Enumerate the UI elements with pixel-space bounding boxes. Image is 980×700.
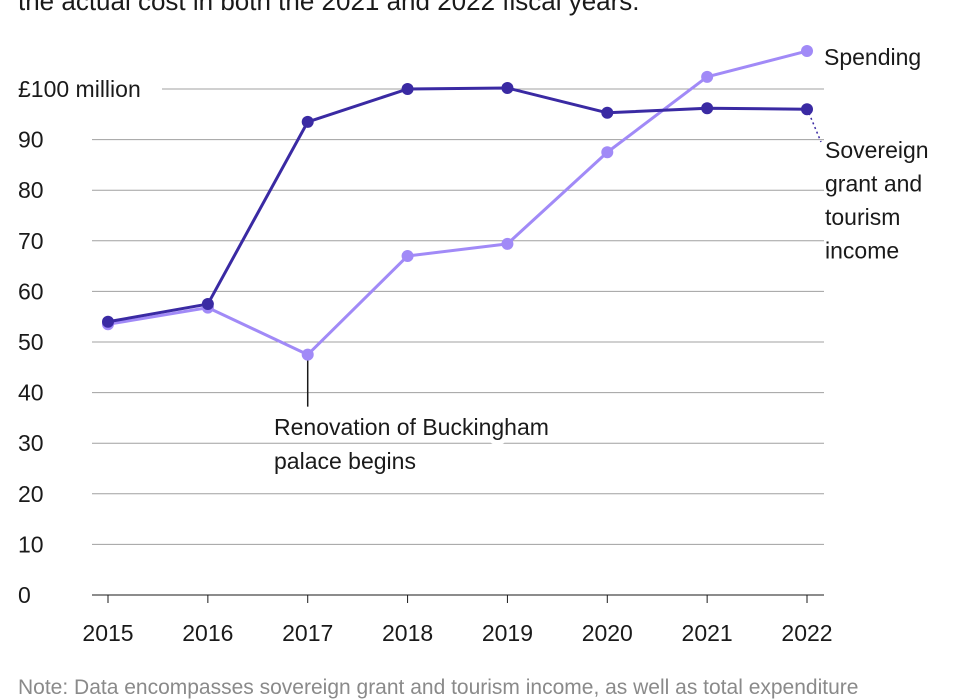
chart-gridlines: 0 10 20 30 40 50 60 70 80 90 £100 million bbox=[18, 76, 824, 608]
chart-x-axis: 2015 2016 2017 2018 2019 2020 2021 2022 bbox=[82, 594, 833, 646]
series-label: tourism bbox=[825, 204, 900, 230]
data-point bbox=[401, 249, 414, 262]
x-tick-label: 2022 bbox=[781, 620, 832, 646]
series-label-leader bbox=[808, 112, 822, 143]
data-point bbox=[801, 103, 813, 116]
x-tick-label: 2019 bbox=[482, 620, 533, 646]
series-label: grant and bbox=[825, 171, 922, 197]
y-tick-label: 0 bbox=[18, 582, 31, 608]
data-point bbox=[201, 298, 214, 311]
data-point bbox=[501, 81, 514, 94]
x-tick-label: 2015 bbox=[82, 620, 133, 646]
chart-series-labels: Spending Sovereign grant and tourism income bbox=[808, 44, 929, 264]
data-point bbox=[701, 102, 714, 115]
y-tick-label: 40 bbox=[18, 380, 44, 406]
data-point bbox=[301, 115, 314, 128]
y-tick-label: 50 bbox=[18, 329, 44, 355]
y-tick-label: 80 bbox=[18, 177, 44, 203]
line-chart: 0 10 20 30 40 50 60 70 80 90 £100 million 2015 2016… bbox=[18, 44, 929, 646]
x-tick-label: 2020 bbox=[582, 620, 633, 646]
annotation-label: Renovation of Buckingham bbox=[274, 414, 549, 440]
y-tick-label: 20 bbox=[18, 481, 44, 507]
data-point bbox=[301, 348, 314, 361]
y-tick-label: 30 bbox=[18, 430, 44, 456]
x-tick-label: 2021 bbox=[682, 620, 733, 646]
y-tick-label: 70 bbox=[18, 228, 44, 254]
series-line bbox=[107, 49, 808, 357]
y-tick-label: 90 bbox=[18, 127, 44, 153]
data-point bbox=[501, 237, 514, 250]
intro-text: the actual cost in both the 2021 and 202… bbox=[18, 0, 640, 16]
series-label: Sovereign bbox=[825, 137, 929, 163]
chart-annotations: Renovation of Buckingham palace begins bbox=[269, 354, 554, 479]
series-line bbox=[107, 86, 808, 324]
y-tick-label: 10 bbox=[18, 531, 44, 557]
series-label: income bbox=[825, 238, 899, 264]
data-point bbox=[102, 315, 114, 328]
x-tick-label: 2017 bbox=[282, 620, 333, 646]
annotation-label: palace begins bbox=[274, 448, 416, 474]
data-point bbox=[801, 45, 813, 58]
x-tick-label: 2016 bbox=[182, 620, 233, 646]
chart-series-lines bbox=[107, 49, 808, 357]
data-point bbox=[601, 146, 614, 159]
y-tick-label: 60 bbox=[18, 278, 44, 304]
x-tick-label: 2018 bbox=[382, 620, 433, 646]
data-point bbox=[701, 70, 714, 83]
chart-note: Note: Data encompasses sovereign grant a… bbox=[18, 676, 859, 699]
series-label: Spending bbox=[824, 44, 921, 70]
chart-series-points bbox=[102, 45, 813, 361]
y-tick-label: £100 million bbox=[18, 76, 141, 102]
data-point bbox=[401, 83, 414, 95]
data-point bbox=[601, 106, 614, 119]
